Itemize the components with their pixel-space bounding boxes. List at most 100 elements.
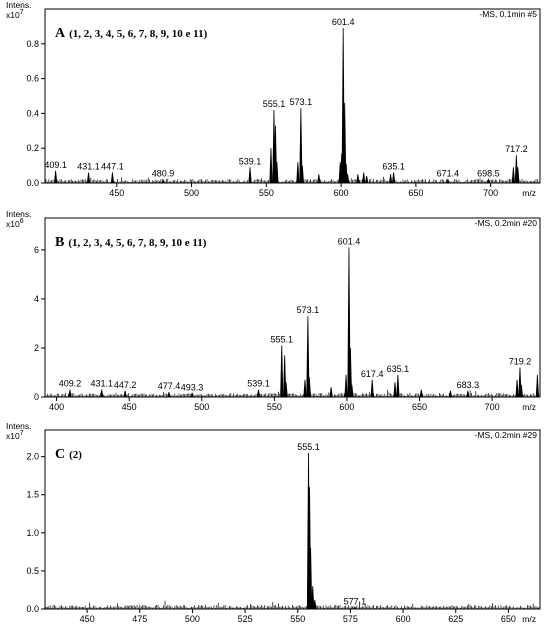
- x-tick-label: 700: [483, 188, 498, 198]
- peak-label: 635.1: [382, 162, 405, 172]
- x-tick-label: 600: [396, 614, 411, 624]
- spectrum-peak: [100, 389, 104, 398]
- x-tick-label: 550: [267, 402, 282, 412]
- x-tick-label: 700: [485, 402, 500, 412]
- peak-label: 539.1: [247, 379, 270, 389]
- panel-title: B (1, 2, 3, 4, 5, 6, 7, 8, 9, 10 e 11): [55, 235, 207, 250]
- peak-label: 577.1: [344, 596, 367, 606]
- y-multiplier-base: x10: [6, 431, 20, 441]
- peak-label: 493.3: [181, 382, 204, 392]
- spectrum-peak: [396, 374, 400, 398]
- baseline-noise: [45, 176, 540, 183]
- y-multiplier-exponent: 7: [20, 9, 24, 16]
- peak-label: 719.2: [509, 357, 532, 367]
- peak-label: 539.1: [239, 156, 262, 166]
- y-axis-label: Intens.: [6, 0, 32, 10]
- spectrum-peak: [284, 382, 288, 398]
- spectrum-peak: [448, 390, 453, 398]
- peak-label: 431.1: [77, 162, 100, 172]
- x-axis-label: m/z: [522, 614, 536, 624]
- spectrum-peak: [303, 379, 307, 398]
- panel-letter: B: [55, 235, 64, 250]
- spectrum-peaks: [68, 247, 540, 398]
- y-tick-label: 0.0: [26, 604, 39, 614]
- panel-letter: C: [55, 447, 65, 462]
- spectrum-panel-b: Intens.x106 -MS, 0.2min #20B (1, 2, 3, 4, …: [6, 209, 541, 412]
- spectrum-peak: [296, 162, 300, 184]
- spectrum-peak: [356, 174, 360, 184]
- y-multiplier-exponent: 7: [20, 430, 24, 437]
- scan-info: -MS, 0.1min #5: [479, 9, 537, 19]
- x-tick-label: 550: [290, 614, 305, 624]
- spectrum-peak: [511, 167, 516, 184]
- spectrum-peak: [86, 172, 91, 184]
- y-multiplier-exponent: 6: [20, 218, 24, 225]
- spectrum-peak: [391, 172, 396, 184]
- spectrum-peak: [344, 374, 348, 398]
- spectrum-peak: [53, 170, 58, 184]
- peak-label: 698.5: [477, 169, 500, 179]
- y-tick-label: 0.8: [26, 39, 39, 49]
- peak-label: 717.2: [505, 144, 528, 154]
- peak-label: 480.9: [152, 169, 175, 179]
- spectrum-peak: [311, 586, 315, 610]
- y-tick-label: 0: [34, 392, 39, 402]
- peak-label: 683.3: [457, 380, 480, 390]
- x-tick-label: 650: [412, 402, 427, 412]
- peak-label: 671.4: [437, 169, 460, 179]
- panel-compounds: (1, 2, 3, 4, 5, 6, 7, 8, 9, 10 e 11): [69, 28, 207, 40]
- y-tick-label: 6: [34, 245, 39, 255]
- y-multiplier: x107: [6, 430, 24, 441]
- panel-compounds: (1, 2, 3, 4, 5, 6, 7, 8, 9, 10 e 11): [68, 237, 206, 249]
- spectrum-peak: [516, 167, 520, 184]
- x-tick-label: 575: [343, 614, 358, 624]
- baseline-noise: [45, 389, 540, 397]
- x-tick-label: 650: [501, 614, 516, 624]
- spectrum-peak: [393, 382, 397, 398]
- x-tick-label: 450: [122, 402, 137, 412]
- scan-info: -MS, 0.2min #20: [475, 218, 538, 228]
- plot-frame: [44, 429, 541, 610]
- spectrum-peak: [307, 377, 311, 398]
- spectrum-peak: [309, 548, 313, 610]
- spectrum-peak: [535, 374, 540, 398]
- spectrum-peak: [486, 178, 491, 184]
- x-tick-label: 650: [408, 188, 423, 198]
- spectrum-peak: [300, 165, 304, 184]
- y-tick-label: 2.0: [26, 452, 39, 462]
- spectrum-peaks: [53, 28, 520, 184]
- x-tick-label: 550: [259, 188, 274, 198]
- peak-label: 635.1: [387, 364, 410, 374]
- y-tick-label: 0.0: [26, 178, 39, 188]
- y-tick-label: 4: [34, 294, 39, 304]
- peak-label: 409.2: [59, 379, 82, 389]
- panel-title: A (1, 2, 3, 4, 5, 6, 7, 8, 9, 10 e 11): [55, 26, 208, 41]
- y-tick-label: 0.4: [26, 108, 39, 118]
- x-axis-label: m/z: [522, 402, 536, 412]
- peak-label: 555.1: [270, 335, 293, 345]
- peak-label: 409.1: [44, 160, 67, 170]
- panel-compounds: (2): [69, 449, 82, 461]
- y-multiplier-base: x10: [6, 219, 20, 229]
- spectrum-peak: [519, 384, 524, 398]
- panel-title: C (2): [55, 447, 82, 462]
- peak-label: 447.2: [114, 380, 137, 390]
- spectrum-peak: [167, 392, 171, 398]
- y-tick-label: 0.2: [26, 143, 39, 153]
- y-multiplier: x106: [6, 218, 24, 229]
- spectrum-peak: [269, 148, 273, 184]
- x-tick-label: 400: [49, 402, 64, 412]
- scan-info: -MS, 0.2min #29: [475, 430, 538, 440]
- peak-label: 573.1: [290, 97, 313, 107]
- spectrum-peak: [419, 389, 423, 398]
- x-axis-label: m/z: [522, 188, 536, 198]
- spectrum-peak: [110, 172, 115, 184]
- spectrum-peak: [256, 389, 261, 398]
- x-tick-label: 500: [185, 614, 200, 624]
- x-tick-label: 450: [109, 188, 124, 198]
- peak-label: 477.4: [158, 381, 181, 391]
- spectrum-peak: [161, 178, 165, 184]
- y-multiplier: x107: [6, 9, 24, 20]
- spectrum-peak: [313, 599, 317, 610]
